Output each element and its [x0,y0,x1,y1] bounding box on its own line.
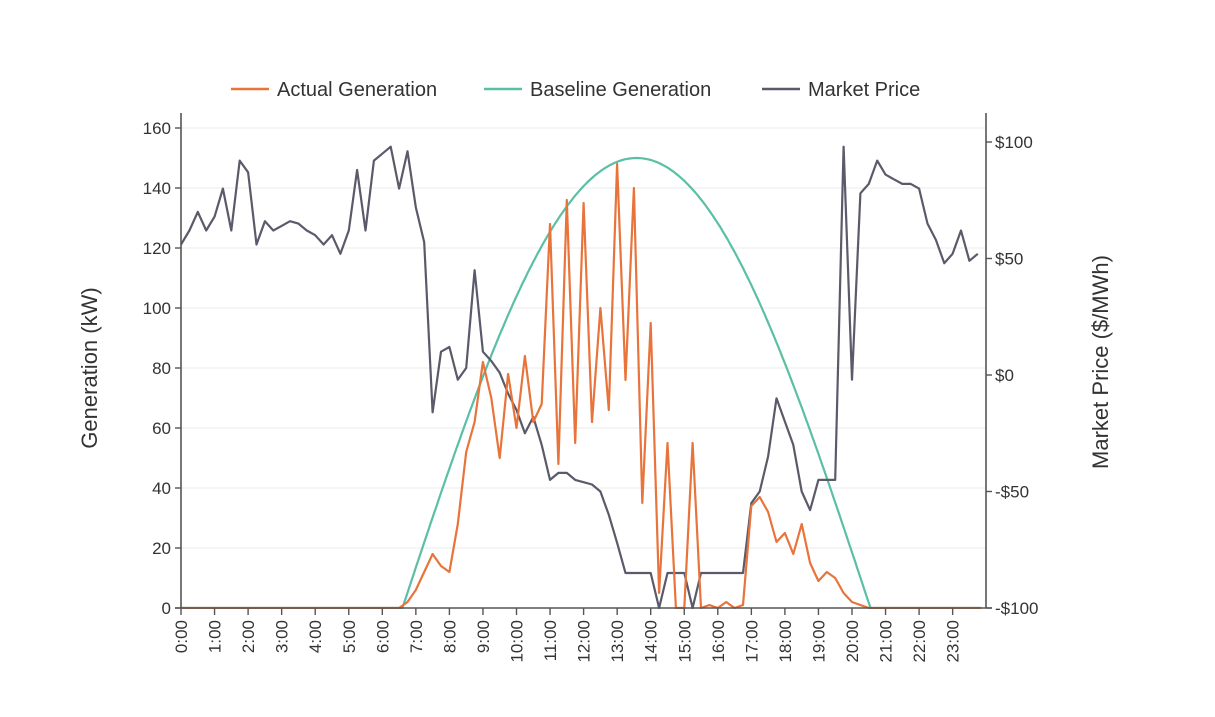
x-tick-label: 3:00 [273,620,292,653]
x-tick-label: 6:00 [373,620,392,653]
x-tick-label: 21:00 [877,620,896,663]
legend-label: Baseline Generation [530,79,711,101]
x-tick-label: 10:00 [508,620,527,663]
x-tick-label: 14:00 [642,620,661,663]
y-tick-label: 160 [143,119,171,138]
x-tick-label: 0:00 [172,620,191,653]
y2-tick-label: -$100 [995,599,1038,618]
x-tick-label: 15:00 [675,620,694,663]
y2-tick-label: $50 [995,250,1023,269]
left-y-ticks: 0 20 40 60 80 100 120 140 160 [143,119,181,618]
y-tick-label: 60 [152,419,171,438]
actual-generation-line [181,162,982,609]
x-tick-label: 4:00 [306,620,325,653]
legend-item[interactable]: Baseline Generation [484,79,711,101]
y-tick-label: 0 [162,599,171,618]
y2-axis-title: Market Price ($/MWh) [1088,255,1113,469]
y-tick-label: 100 [143,299,171,318]
legend-label: Actual Generation [277,79,437,101]
y-tick-label: 120 [143,239,171,258]
x-tick-label: 1:00 [206,620,225,653]
x-tick-label: 19:00 [809,620,828,663]
gridlines [181,127,986,549]
x-tick-label: 13:00 [608,620,627,663]
series-layer [181,145,982,609]
legend-item[interactable]: Actual Generation [231,79,437,101]
y2-tick-label: -$50 [995,483,1029,502]
x-tick-label: 12:00 [575,620,594,663]
right-y-ticks: -$100 -$50 $0 $50 $100 [986,133,1038,618]
market-price-line [181,145,979,609]
x-ticks: 0:00 1:00 2:00 3:00 4:00 5:00 6:00 7:00 8:00 9:00… [172,608,963,663]
x-tick-label: 23:00 [944,620,963,663]
x-tick-label: 20:00 [843,620,862,663]
y-axis-title: Generation (kW) [77,287,102,448]
y-tick-label: 80 [152,359,171,378]
x-tick-label: 22:00 [910,620,929,663]
y2-tick-label: $100 [995,133,1033,152]
x-tick-label: 17:00 [742,620,761,663]
x-tick-label: 11:00 [541,620,560,661]
x-tick-label: 16:00 [709,620,728,663]
x-tick-label: 18:00 [776,620,795,663]
x-tick-label: 7:00 [407,620,426,653]
legend-label: Market Price [808,79,920,101]
x-tick-label: 2:00 [239,620,258,653]
y-tick-label: 140 [143,179,171,198]
y2-tick-label: $0 [995,366,1014,385]
legend-item[interactable]: Market Price [762,79,920,101]
x-tick-label: 9:00 [474,620,493,653]
legend: Actual Generation Baseline Generation Mark… [231,79,920,101]
x-tick-label: 5:00 [340,620,359,653]
y-tick-label: 20 [152,539,171,558]
x-tick-label: 8:00 [440,620,459,653]
y-tick-label: 40 [152,479,171,498]
